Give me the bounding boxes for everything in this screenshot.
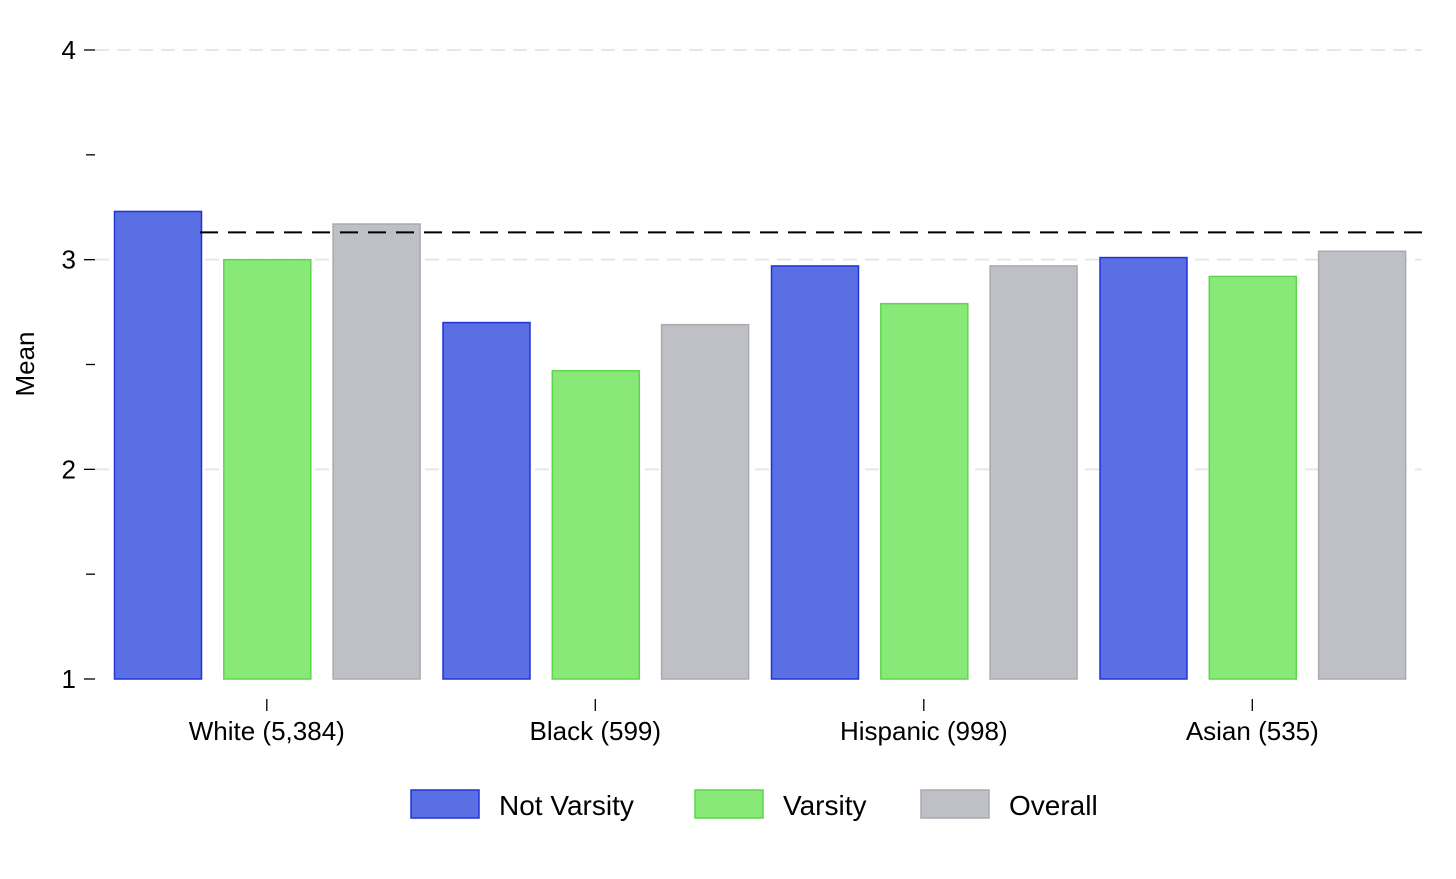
bars [113, 210, 1407, 680]
bar-not-varsity-white [113, 210, 203, 680]
x-axis: White (5,384) Black (599) Hispanic (998) As… [189, 699, 1319, 746]
x-tick-label: Hispanic (998) [840, 716, 1008, 746]
y-axis: 1 2 3 4 [62, 35, 95, 694]
legend-swatch-overall [920, 789, 990, 819]
legend-label-overall: Overall [1009, 790, 1098, 821]
bar-overall-asian [1317, 250, 1407, 680]
bar-overall-hispanic [989, 265, 1078, 680]
y-axis-title: Mean [10, 331, 40, 396]
bar-varsity-black [551, 370, 641, 680]
legend-label-not-varsity: Not Varsity [499, 790, 634, 821]
x-tick-label: Black (599) [530, 716, 662, 746]
bar-overall-black [660, 323, 750, 680]
x-tick-label: White (5,384) [189, 716, 345, 746]
bar-varsity-white [223, 258, 312, 680]
legend-swatch-not-varsity [410, 789, 480, 819]
bar-varsity-asian [1208, 275, 1298, 680]
y-tick-label: 3 [62, 245, 76, 275]
bar-not-varsity-asian [1099, 256, 1188, 680]
y-tick-label: 4 [62, 35, 76, 65]
gridlines [95, 49, 1422, 471]
legend-swatch-varsity [694, 789, 764, 819]
x-tick-label: Asian (535) [1186, 716, 1319, 746]
legend: Not Varsity Varsity Overall [410, 789, 1098, 821]
bar-varsity-hispanic [880, 302, 969, 680]
legend-label-varsity: Varsity [783, 790, 867, 821]
bar-overall-white [332, 223, 421, 680]
bar-not-varsity-hispanic [770, 265, 860, 680]
y-tick-label: 1 [62, 664, 76, 694]
y-tick-label: 2 [62, 454, 76, 484]
bar-not-varsity-black [442, 321, 531, 680]
